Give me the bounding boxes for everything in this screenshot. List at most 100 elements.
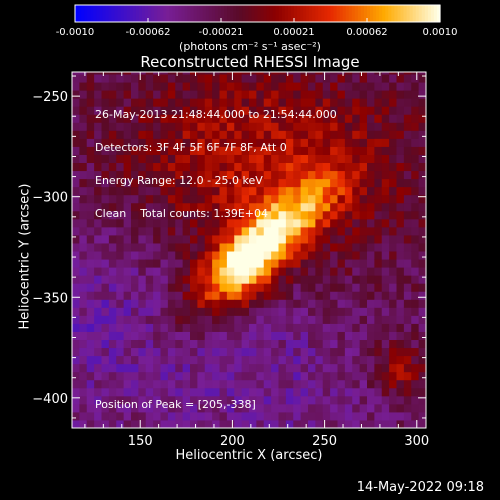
heatmap-cell [381,242,390,252]
colorbar-segment [303,5,307,22]
heatmap-cell [153,371,162,381]
heatmap-cell [344,218,353,228]
heatmap-cell [337,275,346,284]
heatmap-cell [337,114,346,123]
heatmap-cell [256,98,265,107]
heatmap-cell [101,339,110,349]
heatmap-cell [182,371,191,381]
heatmap-cell [367,395,375,405]
colorbar-segment [403,5,408,22]
heatmap-cell [167,355,176,365]
heatmap-cell [344,202,353,212]
heatmap-cell [190,411,198,421]
heatmap-cell [175,130,184,139]
heatmap-cell [241,210,250,220]
heatmap-cell [381,154,390,164]
heatmap-cell [293,331,302,341]
heatmap-cell [285,363,294,373]
heatmap-cell [72,275,80,284]
heatmap-cell [182,98,191,107]
colorbar-segment [227,5,231,22]
heatmap-cell [190,162,198,172]
heatmap-cell [182,379,191,389]
heatmap-cell [234,146,243,155]
heatmap-cell [145,291,154,300]
heatmap-cell [108,299,117,308]
heatmap-cell [322,395,331,405]
heatmap-cell [108,363,117,373]
heatmap-cell [396,122,405,131]
heatmap-cell [256,242,265,252]
heatmap-cell [381,90,390,99]
heatmap-cell [160,259,169,268]
heatmap-cell [219,242,228,252]
heatmap-cell [285,299,294,308]
heatmap-cell [344,178,353,188]
heatmap-cell [389,130,398,139]
heatmap-cell [300,379,309,389]
heatmap-cell [256,146,265,155]
x-axis-label: Heliocentric X (arcsec) [175,448,323,463]
heatmap-cell [403,138,412,147]
heatmap-cell [315,90,324,99]
heatmap-cell [337,419,346,429]
heatmap-cell [308,162,316,172]
heatmap-cell [204,146,213,155]
heatmap-cell [79,162,88,172]
heatmap-cell [182,114,191,123]
heatmap-cell [212,146,221,155]
heatmap-cell [116,170,125,180]
heatmap-cell [190,178,198,188]
heatmap-cell [182,419,191,429]
heatmap-cell [263,98,272,107]
heatmap-cell [204,82,213,91]
heatmap-cell [381,114,390,123]
heatmap-cell [389,154,398,164]
heatmap-cell [300,178,309,188]
heatmap-cell [315,339,324,349]
colorbar-segment [154,5,158,22]
heatmap-cell [116,178,125,188]
heatmap-cell [197,122,206,131]
heatmap-cell [308,194,316,204]
heatmap-cell [131,307,139,316]
heatmap-cell [175,186,184,196]
heatmap-cell [234,74,243,83]
heatmap-cell [116,226,125,236]
colorbar-segment [418,5,423,22]
heatmap-cell [79,315,88,324]
heatmap-cell [263,122,272,131]
heatmap-cell [381,234,390,244]
heatmap-cell [367,251,375,260]
heatmap-cell [271,387,280,397]
heatmap-cell [190,122,198,131]
heatmap-cell [308,387,316,397]
heatmap-cell [94,186,103,196]
heatmap-cell [344,355,353,365]
heatmap-cell [278,419,287,429]
heatmap-cell [300,138,309,147]
heatmap-cell [108,218,117,228]
heatmap-cell [175,82,184,91]
heatmap-cell [344,138,353,147]
colorbar-segment [339,5,344,22]
heatmap-cell [79,323,88,332]
heatmap-cell [381,403,390,413]
heatmap-cell [285,122,294,131]
heatmap-cell [256,210,265,220]
heatmap-cell [352,82,361,91]
heatmap-cell [337,130,346,139]
heatmap-cell [160,202,169,212]
heatmap-cell [101,395,110,405]
heatmap-cell [403,267,412,276]
heatmap-cell [271,114,280,123]
heatmap-cell [219,194,228,204]
heatmap-cell [367,72,375,75]
heatmap-cell [337,72,346,75]
heatmap-cell [212,186,221,196]
heatmap-cell [123,90,132,99]
colorbar-segment [342,5,347,22]
heatmap-cell [367,371,375,381]
heatmap-cell [330,267,339,276]
heatmap-cell [108,355,117,365]
